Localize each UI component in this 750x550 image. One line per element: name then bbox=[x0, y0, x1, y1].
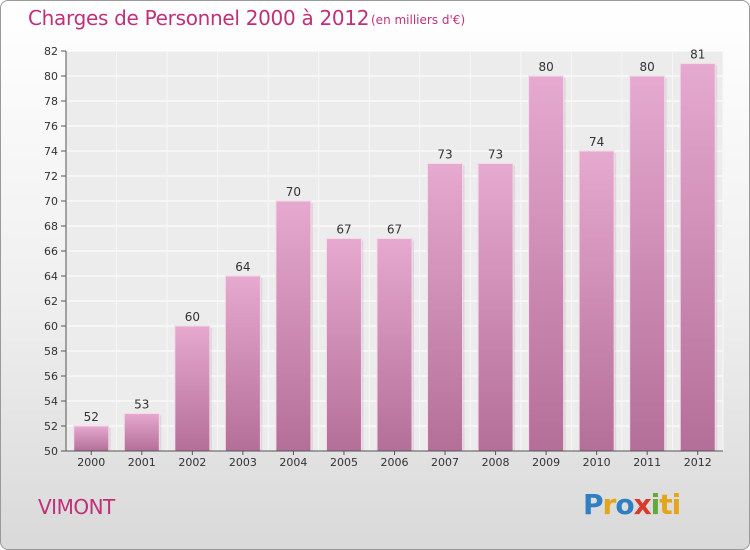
y-tick-label: 66 bbox=[44, 245, 58, 258]
y-tick-label: 74 bbox=[44, 145, 58, 158]
y-tick-label: 52 bbox=[44, 420, 58, 433]
logo-letter: r bbox=[602, 488, 617, 521]
y-tick-label: 68 bbox=[44, 220, 58, 233]
data-label: 60 bbox=[185, 310, 200, 324]
x-tick-label: 2001 bbox=[128, 456, 156, 469]
chart-subtitle: (en milliers d'€) bbox=[371, 13, 466, 27]
logo-letter: x bbox=[633, 488, 652, 521]
x-tick-label: 2011 bbox=[633, 456, 661, 469]
x-tick-label: 2009 bbox=[532, 456, 560, 469]
city-name: VIMONT bbox=[38, 495, 115, 519]
bar bbox=[174, 325, 211, 452]
y-tick-label: 60 bbox=[44, 320, 58, 333]
y-tick-label: 80 bbox=[44, 70, 58, 83]
logo-letter: P bbox=[583, 488, 604, 521]
bar bbox=[427, 163, 464, 452]
bar bbox=[73, 425, 110, 452]
y-tick-label: 50 bbox=[44, 445, 58, 458]
x-tick-label: 2007 bbox=[431, 456, 459, 469]
data-label: 70 bbox=[286, 185, 301, 199]
data-label: 67 bbox=[336, 223, 351, 237]
bar bbox=[325, 238, 362, 452]
bar bbox=[578, 150, 615, 452]
x-tick-label: 2012 bbox=[684, 456, 712, 469]
data-label: 53 bbox=[134, 398, 149, 412]
logo-letter: o bbox=[615, 488, 634, 521]
bar bbox=[224, 275, 261, 452]
y-tick-label: 72 bbox=[44, 170, 58, 183]
bar bbox=[275, 200, 312, 452]
data-label: 52 bbox=[84, 410, 99, 424]
x-tick-label: 2000 bbox=[77, 456, 105, 469]
bar bbox=[629, 75, 666, 452]
bar bbox=[679, 63, 716, 452]
x-tick-label: 2005 bbox=[330, 456, 358, 469]
data-label: 73 bbox=[437, 148, 452, 162]
x-tick-label: 2002 bbox=[178, 456, 206, 469]
x-tick-label: 2006 bbox=[381, 456, 409, 469]
data-label: 64 bbox=[235, 260, 250, 274]
data-label: 81 bbox=[690, 48, 705, 62]
logo-letter: ti bbox=[659, 488, 681, 521]
bar bbox=[123, 413, 160, 452]
bar bbox=[477, 163, 514, 452]
data-label: 80 bbox=[538, 60, 553, 74]
data-label: 74 bbox=[589, 135, 604, 149]
proxiti-logo[interactable]: Proxiti bbox=[583, 488, 681, 521]
y-tick-label: 54 bbox=[44, 395, 58, 408]
y-tick-label: 64 bbox=[44, 270, 58, 283]
data-label: 73 bbox=[488, 148, 503, 162]
y-tick-label: 56 bbox=[44, 370, 58, 383]
x-tick-label: 2008 bbox=[482, 456, 510, 469]
y-tick-label: 78 bbox=[44, 95, 58, 108]
y-tick-label: 58 bbox=[44, 345, 58, 358]
chart-title: Charges de Personnel 2000 à 2012 bbox=[28, 6, 370, 30]
bar bbox=[528, 75, 565, 452]
y-tick-label: 82 bbox=[44, 45, 58, 58]
x-tick-label: 2004 bbox=[279, 456, 307, 469]
logo-letter: i bbox=[650, 488, 661, 521]
x-tick-label: 2010 bbox=[583, 456, 611, 469]
y-tick-label: 62 bbox=[44, 295, 58, 308]
data-label: 67 bbox=[387, 223, 402, 237]
x-tick-label: 2003 bbox=[229, 456, 257, 469]
data-label: 80 bbox=[640, 60, 655, 74]
y-tick-label: 70 bbox=[44, 195, 58, 208]
y-tick-label: 76 bbox=[44, 120, 58, 133]
bar bbox=[376, 238, 413, 452]
